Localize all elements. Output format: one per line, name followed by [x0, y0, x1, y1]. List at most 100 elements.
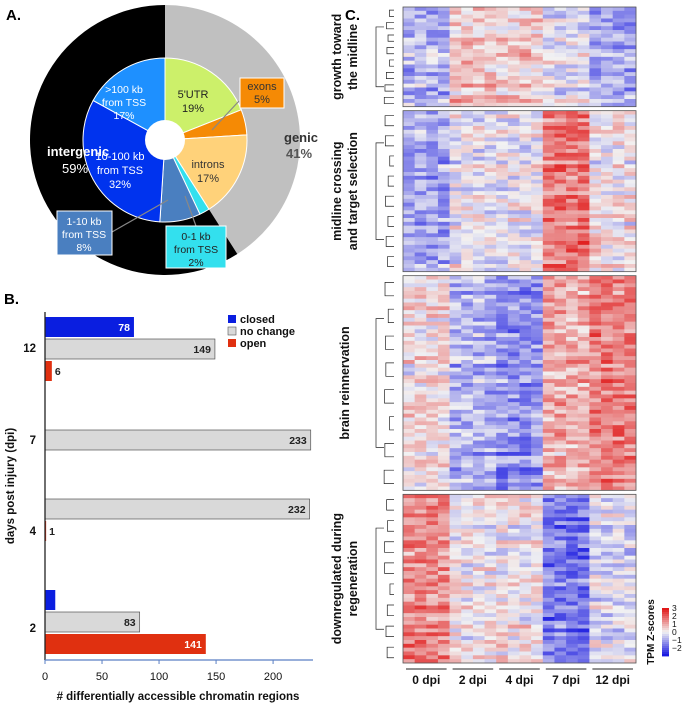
heatmap-cell [403, 578, 415, 583]
heatmap-cell [624, 87, 637, 92]
heatmap-cell [449, 164, 462, 169]
heatmap-cell [496, 425, 509, 430]
heatmap-cell [566, 628, 579, 633]
heatmap-cell [554, 394, 567, 399]
heatmap-cell [484, 482, 497, 487]
heatmap-cell [426, 237, 439, 242]
heatmap-cell [496, 559, 509, 564]
heatmap-cell [542, 37, 555, 42]
heatmap-cell [472, 22, 485, 27]
dendrogram-branch [384, 562, 394, 574]
heatmap-cell [577, 513, 590, 518]
heatmap-cell [519, 229, 532, 234]
heatmap-cell [496, 49, 509, 54]
heatmap-cell [461, 459, 474, 464]
heatmap-cell [554, 356, 567, 361]
heatmap-cell [531, 145, 544, 150]
heatmap-cell [484, 505, 497, 510]
heatmap-cell [531, 241, 544, 246]
heatmap-cell [566, 195, 579, 200]
heatmap-cell [496, 551, 509, 556]
heatmap-cell [437, 659, 450, 664]
heatmap-cell [461, 597, 474, 602]
heatmap-cell [601, 394, 613, 399]
heatmap-cell [531, 367, 544, 372]
heatmap-cell [601, 517, 613, 522]
heatmap-cell [437, 421, 450, 426]
heatmap-cell [566, 482, 579, 487]
heatmap-cell [519, 191, 532, 196]
heatmap-cell [612, 91, 625, 96]
heatmap-cell [449, 517, 462, 522]
heatmap-cell [403, 241, 415, 246]
heatmap-cell [414, 218, 427, 223]
heatmap-cell [472, 187, 485, 192]
heatmap-cell [449, 321, 462, 326]
heatmap-cell [461, 45, 474, 50]
heatmap-cell [403, 248, 415, 253]
heatmap-cell [519, 49, 532, 54]
heatmap-cell [449, 486, 462, 491]
heatmap-cell [403, 91, 415, 96]
heatmap-cell [554, 379, 567, 384]
heatmap-cell [437, 329, 450, 334]
heatmap-cell [507, 647, 520, 652]
heatmap-cell [566, 83, 579, 88]
heatmap-cell [484, 348, 497, 353]
heatmap-cell [624, 475, 637, 480]
heatmap-cell [554, 555, 567, 560]
heatmap-cell [612, 429, 625, 434]
heatmap-cell [589, 597, 602, 602]
heatmap-cell [531, 379, 544, 384]
heatmap-cell [554, 145, 567, 150]
heatmap-cell [577, 383, 590, 388]
heatmap-cell [624, 609, 637, 614]
heatmap-cell [449, 79, 462, 84]
heatmap-cell [426, 605, 439, 610]
heatmap-cell [496, 555, 509, 560]
heatmap-cell [554, 198, 567, 203]
heatmap-cell [437, 548, 450, 553]
heatmap-cell [426, 79, 439, 84]
heatmap-cell [472, 482, 485, 487]
svg-text:10-100 kb: 10-100 kb [96, 151, 145, 163]
heatmap-cell [449, 298, 462, 303]
heatmap-cell [472, 126, 485, 131]
heatmap-cell [449, 509, 462, 514]
heatmap-cell [542, 260, 555, 265]
heatmap-cell [461, 164, 474, 169]
heatmap-cell [531, 467, 544, 472]
heatmap-cell [624, 540, 637, 545]
heatmap-cell [472, 528, 485, 533]
heatmap-cell [426, 317, 439, 322]
heatmap-cell [554, 432, 567, 437]
heatmap-cell [472, 371, 485, 376]
heatmap-cell [612, 379, 625, 384]
heatmap-cell [403, 45, 415, 50]
heatmap-cell [624, 406, 637, 411]
heatmap-cell [601, 624, 613, 629]
heatmap-cell [519, 210, 532, 215]
heatmap-cell [403, 30, 415, 35]
heatmap-cell [601, 26, 613, 31]
heatmap-cell [414, 172, 427, 177]
heatmap-cell [601, 651, 613, 656]
cluster-label-3-line-0: downregulated during [330, 513, 344, 644]
heatmap-cell [472, 386, 485, 391]
heatmap-cell [612, 337, 625, 342]
heatmap-cell [542, 505, 555, 510]
heatmap-cell [484, 475, 497, 480]
heatmap-cell [496, 363, 509, 368]
heatmap-cell [531, 183, 544, 188]
heatmap-cell [554, 179, 567, 184]
heatmap-cell [461, 91, 474, 96]
heatmap-cell [542, 640, 555, 645]
heatmap-cell [426, 10, 439, 15]
heatmap-cell [589, 356, 602, 361]
heatmap-cell [577, 156, 590, 161]
heatmap-cell [601, 237, 613, 242]
heatmap-cell [484, 459, 497, 464]
heatmap-cell [496, 574, 509, 579]
legend-label-no-change: no change [240, 326, 295, 338]
heatmap-cell [484, 218, 497, 223]
